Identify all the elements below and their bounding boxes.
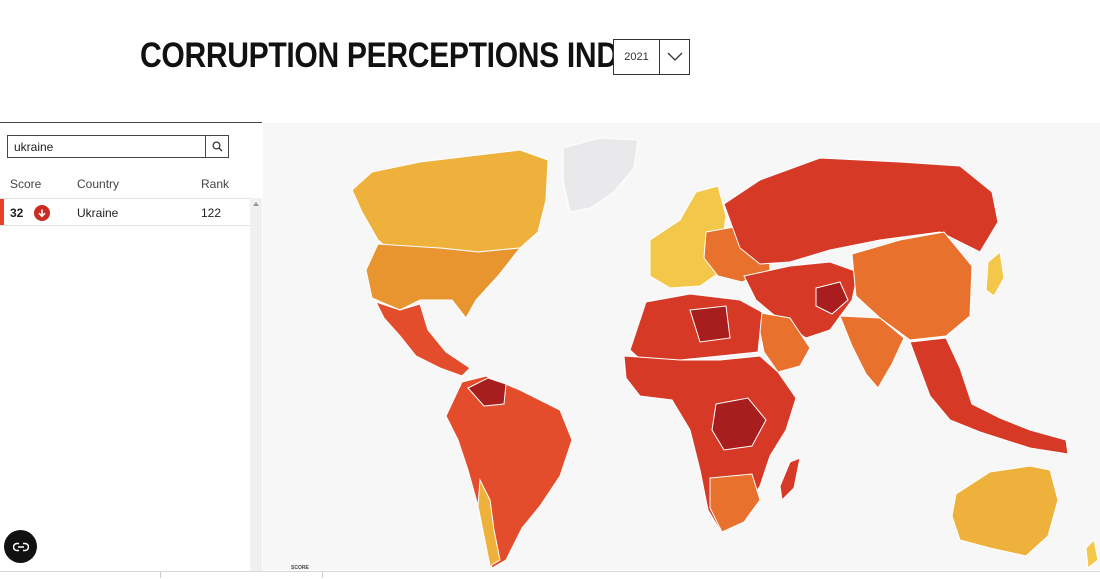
map-region-southeast-asia[interactable]	[909, 337, 1069, 455]
map-region-southern-africa[interactable]	[709, 473, 761, 533]
map-region-north-africa[interactable]	[629, 293, 763, 369]
map-region-india[interactable]	[839, 315, 905, 389]
map-region-chile[interactable]	[477, 478, 501, 567]
search-input[interactable]	[8, 136, 205, 157]
map-region-madagascar[interactable]	[779, 457, 801, 502]
results-panel: Score Country Rank 32 Ukraine 122	[0, 122, 262, 578]
map-region-dr-congo[interactable]	[711, 397, 767, 451]
map-region-greenland[interactable]	[562, 137, 639, 213]
map-region-mexico[interactable]	[375, 301, 471, 377]
cookie-settings-button[interactable]	[4, 530, 37, 563]
chevron-down-icon[interactable]	[660, 40, 689, 74]
map-region-afghanistan[interactable]	[815, 281, 849, 315]
map-region-canada[interactable]	[351, 149, 549, 253]
row-accent	[0, 199, 4, 225]
table-row[interactable]: 32 Ukraine 122	[0, 198, 250, 226]
map-region-australia[interactable]	[951, 465, 1059, 557]
page-title: CORRUPTION PERCEPTIONS INDEX	[140, 36, 658, 75]
bottom-divider	[160, 572, 161, 578]
trend-down-icon	[34, 205, 50, 221]
row-score: 32	[10, 206, 24, 220]
map-region-japan[interactable]	[985, 251, 1005, 297]
cookie-settings-icon	[12, 542, 29, 551]
row-country: Ukraine	[77, 206, 119, 220]
year-select-value: 2021	[614, 40, 660, 74]
map-region-arabia[interactable]	[755, 311, 811, 373]
map-region-venezuela[interactable]	[467, 377, 507, 407]
year-select[interactable]: 2021	[613, 39, 690, 75]
map-region-russia[interactable]	[723, 157, 999, 265]
column-rank[interactable]: Rank	[201, 177, 230, 191]
map-region-middle-east[interactable]	[743, 261, 859, 339]
scrollbar[interactable]	[250, 198, 262, 578]
search-button[interactable]	[205, 136, 228, 157]
row-rank: 122	[201, 206, 222, 220]
map-region-libya[interactable]	[689, 305, 731, 343]
search-icon	[211, 141, 222, 152]
world-map[interactable]	[263, 123, 1100, 570]
map-region-new-zealand[interactable]	[1085, 538, 1099, 569]
bottom-divider	[322, 572, 323, 578]
map-region-china[interactable]	[851, 231, 973, 341]
bottom-bar	[0, 571, 1100, 579]
column-country[interactable]: Country	[77, 177, 120, 191]
column-score[interactable]: Score	[10, 177, 42, 191]
map-region-south-america[interactable]	[445, 375, 573, 569]
map-region-usa[interactable]	[365, 243, 522, 319]
search-box	[7, 135, 229, 158]
legend-label: SCORE	[291, 565, 309, 571]
scroll-up-icon[interactable]	[253, 202, 259, 206]
